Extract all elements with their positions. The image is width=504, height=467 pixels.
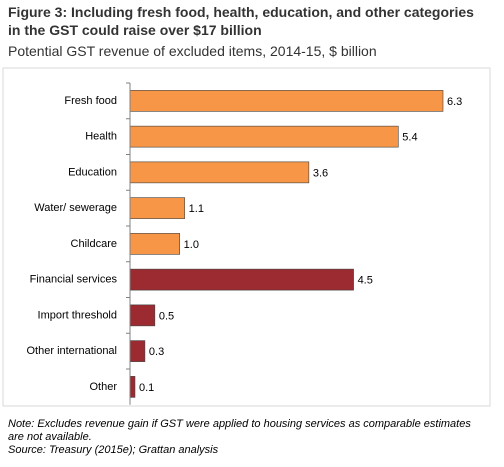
y-tick-label: Fresh food — [64, 95, 117, 107]
y-tick-label: Childcare — [71, 238, 117, 250]
note: Note: Excludes revenue gain if GST were … — [8, 418, 471, 443]
chart-subtitle: Potential GST revenue of excluded items,… — [8, 43, 377, 59]
source: Source: Treasury (2015e); Grattan analys… — [8, 444, 219, 456]
bar — [129, 233, 180, 255]
value-label: 0.1 — [139, 382, 154, 394]
bar — [129, 161, 310, 184]
bar — [129, 197, 185, 219]
bar — [129, 125, 399, 148]
bar — [129, 304, 156, 327]
chart-frame — [2, 67, 491, 407]
chart-title: Figure 3: Including fresh food, health, … — [8, 4, 474, 38]
value-label: 5.4 — [402, 132, 417, 144]
y-tick-label: Other — [89, 381, 117, 393]
bar — [129, 268, 354, 291]
bar — [129, 340, 146, 362]
value-label: 6.3 — [447, 96, 462, 108]
value-label: 4.5 — [358, 275, 373, 287]
y-tick-label: Education — [68, 166, 117, 178]
bar — [129, 376, 136, 398]
value-label: 1.0 — [184, 239, 199, 251]
y-tick-label: Health — [85, 131, 117, 143]
y-tick-label: Other international — [27, 345, 118, 357]
value-label: 0.3 — [149, 346, 164, 358]
value-label: 1.1 — [189, 203, 204, 215]
value-label: 3.6 — [313, 167, 328, 179]
bar — [129, 90, 444, 112]
y-tick-label: Financial services — [30, 274, 118, 286]
notes: Note: Excludes revenue gain if GST were … — [8, 418, 478, 457]
y-tick-label: Water/ sewerage — [34, 202, 117, 214]
value-label: 0.5 — [159, 310, 174, 322]
y-tick-label: Import threshold — [38, 309, 117, 321]
